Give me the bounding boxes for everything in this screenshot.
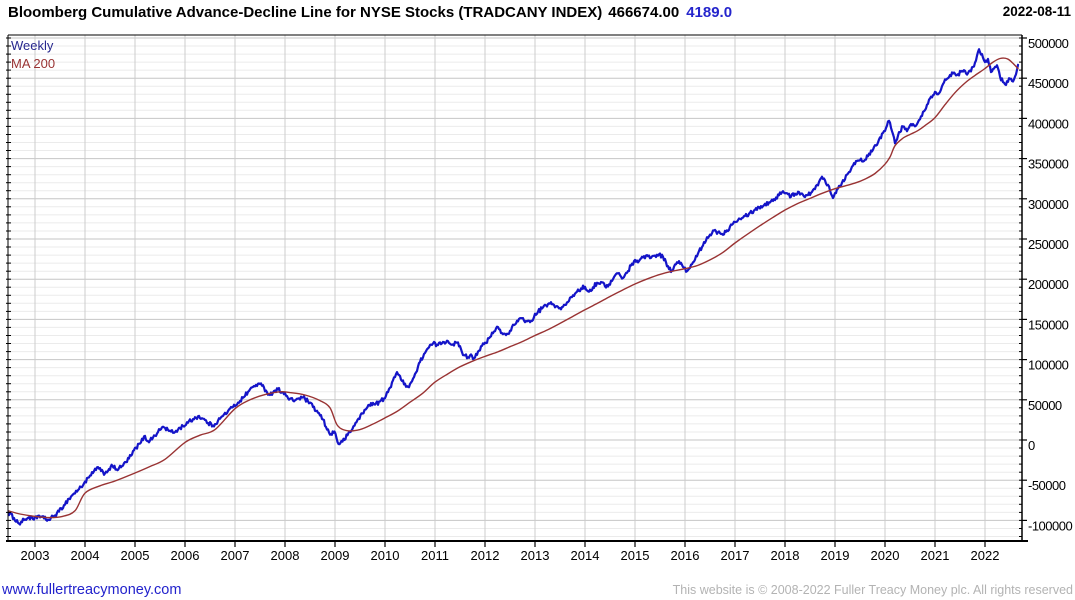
x-axis-tick-label: 2017	[721, 548, 750, 563]
y-axis-tick-label: 150000	[1028, 317, 1069, 332]
x-axis-tick-label: 2019	[821, 548, 850, 563]
y-axis-tick-label: 400000	[1028, 116, 1069, 131]
chart-legend: Weekly MA 200	[11, 37, 55, 73]
copyright-text: This website is © 2008-2022 Fuller Treac…	[672, 583, 1073, 597]
x-axis-tick-label: 2010	[371, 548, 400, 563]
x-axis-tick-label: 2003	[21, 548, 50, 563]
x-axis-tick-label: 2007	[221, 548, 250, 563]
y-axis-tick-label: 250000	[1028, 237, 1069, 252]
y-axis-tick-label: 450000	[1028, 76, 1069, 91]
x-axis-tick-label: 2022	[971, 548, 1000, 563]
legend-weekly-label: Weekly	[11, 38, 54, 53]
chart-date: 2022-08-11	[1002, 4, 1071, 19]
y-axis-tick-label: -100000	[1028, 518, 1072, 533]
legend-ma200-label: MA 200	[11, 56, 56, 71]
chart-footer: www.fullertreacymoney.com This website i…	[2, 578, 1073, 598]
x-axis-tick-label: 2020	[871, 548, 900, 563]
x-axis-tick-label: 2009	[321, 548, 350, 563]
y-axis-tick-label: -50000	[1028, 478, 1066, 493]
x-axis-tick-label: 2011	[421, 548, 449, 563]
x-axis-tick-label: 2015	[621, 548, 650, 563]
chart-header: Bloomberg Cumulative Advance-Decline Lin…	[8, 4, 1071, 28]
x-axis-tick-label: 2013	[521, 548, 550, 563]
x-axis-tick-label: 2012	[471, 548, 500, 563]
x-axis-tick-label: 2004	[71, 548, 100, 563]
fullertreacymoney-link[interactable]: www.fullertreacymoney.com	[2, 582, 182, 598]
y-axis-tick-label: 500000	[1028, 36, 1069, 51]
y-axis-tick-label: 300000	[1028, 197, 1069, 212]
x-axis-tick-label: 2016	[671, 548, 700, 563]
x-axis-tick-label: 2008	[271, 548, 300, 563]
y-axis-tick-label: 0	[1028, 438, 1035, 453]
chart-title: Bloomberg Cumulative Advance-Decline Lin…	[8, 4, 603, 21]
change-value: 4189.0	[686, 4, 733, 21]
y-axis-tick-label: 100000	[1028, 358, 1069, 373]
x-axis-tick-label: 2014	[571, 548, 600, 563]
y-axis-tick-label: 50000	[1028, 398, 1062, 413]
y-axis-tick-label: 350000	[1028, 157, 1069, 172]
x-axis-tick-label: 2018	[771, 548, 800, 563]
y-axis-tick-label: 200000	[1028, 277, 1069, 292]
x-axis-tick-label: 2006	[171, 548, 200, 563]
x-axis-tick-label: 2021	[921, 548, 950, 563]
last-value: 466674.00	[608, 4, 680, 21]
x-axis-tick-label: 2005	[121, 548, 150, 563]
